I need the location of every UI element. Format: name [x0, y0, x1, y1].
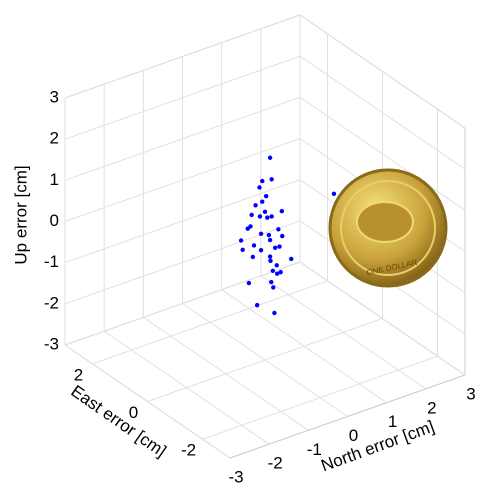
point	[255, 303, 259, 307]
point	[259, 248, 263, 252]
point	[269, 214, 273, 218]
y-tick-label: 2	[74, 365, 83, 384]
x-axis-label: North error [cm]	[318, 417, 436, 476]
point	[246, 226, 250, 230]
point	[260, 199, 264, 203]
point	[268, 259, 272, 263]
x-tick-label: -2	[268, 454, 283, 473]
point	[249, 213, 253, 217]
z-tick-label: -1	[44, 252, 59, 271]
point	[275, 272, 279, 276]
x-tick-label: 2	[427, 398, 436, 417]
point	[240, 248, 244, 252]
point	[259, 232, 263, 236]
point	[268, 238, 272, 242]
z-tick-label: -2	[44, 293, 59, 312]
point	[267, 233, 271, 237]
y-axis-label: East error [cm]	[67, 381, 169, 460]
point	[251, 255, 255, 259]
point	[258, 214, 262, 218]
point	[263, 210, 267, 214]
point	[269, 280, 273, 284]
point	[269, 177, 273, 181]
y-tick-label: -2	[181, 441, 196, 460]
point	[271, 269, 275, 273]
point	[277, 244, 281, 248]
point	[260, 179, 264, 183]
x-tick-label: -1	[307, 440, 322, 459]
point	[264, 194, 268, 198]
point	[257, 185, 261, 189]
coin-photo: ONE DOLLAR	[330, 170, 446, 286]
z-tick-label: 3	[50, 87, 59, 106]
point	[273, 246, 277, 250]
point	[332, 192, 336, 196]
point	[276, 227, 280, 231]
point	[280, 234, 284, 238]
point	[275, 263, 279, 267]
y-tick-label: 0	[129, 403, 138, 422]
x-tick-label: 0	[349, 426, 358, 445]
grid-line	[148, 319, 383, 402]
z-tick-label: 1	[50, 170, 59, 189]
point	[247, 281, 251, 285]
point	[252, 243, 256, 247]
point	[268, 156, 272, 160]
point	[265, 215, 269, 219]
point	[289, 257, 293, 261]
x-tick-label: 1	[388, 412, 397, 431]
z-tick-label: 2	[50, 129, 59, 148]
point	[280, 209, 284, 213]
x-tick-label: -3	[228, 467, 243, 486]
z-tick-label: -3	[44, 334, 59, 353]
point	[253, 203, 257, 207]
point	[271, 285, 275, 289]
point	[239, 238, 243, 242]
chart: ONE DOLLAR Up error [cm] East error [cm]…	[0, 0, 482, 487]
point	[272, 311, 276, 315]
z-axis-label: Up error [cm]	[11, 165, 30, 264]
x-tick-label: 3	[466, 384, 475, 403]
point	[268, 254, 272, 258]
z-tick-label: 0	[50, 211, 59, 230]
